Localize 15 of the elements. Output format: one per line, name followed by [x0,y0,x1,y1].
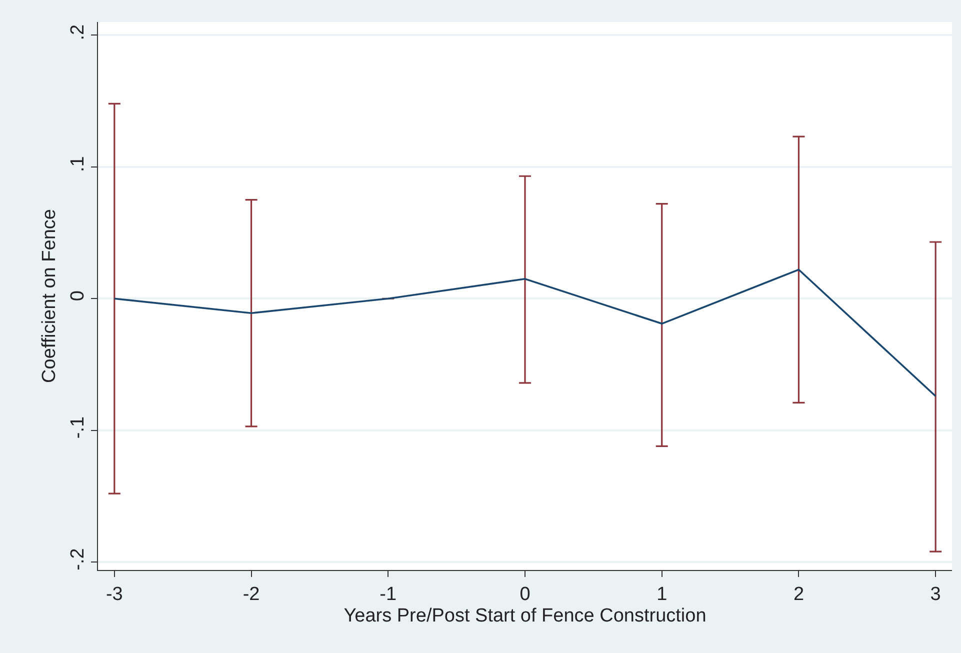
y-axis-title: Coefficient on Fence [39,209,60,383]
x-tick-label: -2 [242,584,260,605]
line-series [114,268,936,398]
x-tick-label: 3 [930,584,941,605]
x-tick-label: 0 [520,584,530,605]
x-tick-label: -3 [106,584,123,605]
y-tick-label: .1 [67,156,88,172]
x-tick-label: 1 [656,584,668,605]
x-tick-label: -1 [380,584,397,605]
x-axis-title: Years Pre/Post Start of Fence Construction [344,606,706,627]
x-tick-label: 2 [793,584,804,605]
y-tick-label: -.2 [67,548,88,570]
y-tick-label: .2 [67,24,88,40]
y-tick-label: -.1 [67,416,88,439]
y-tick-label: 0 [67,290,88,302]
